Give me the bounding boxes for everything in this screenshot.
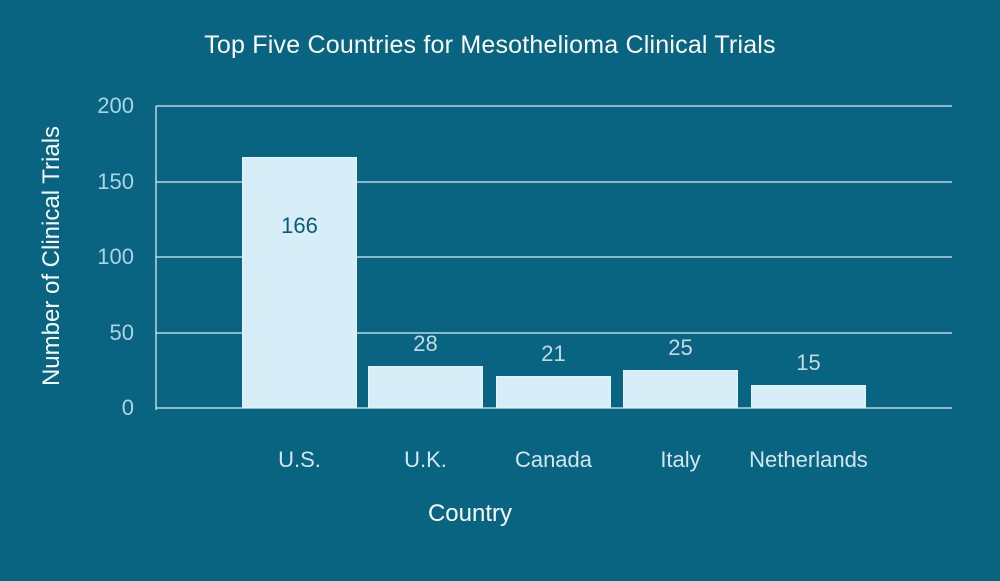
x-category-label-us: U.S. <box>278 447 321 472</box>
plot-area: 166 28 21 25 15 <box>156 105 952 409</box>
gridline-200 <box>156 105 952 107</box>
gridline-100 <box>156 256 952 258</box>
gridline-0 <box>156 407 952 409</box>
bar-value-label: 15 <box>796 350 821 376</box>
x-axis-title: Country <box>427 500 513 527</box>
bar-italy <box>623 370 738 408</box>
x-category-label-netherlands: Netherlands <box>749 447 868 472</box>
gridline-150 <box>156 180 952 183</box>
bar-us <box>242 157 357 408</box>
bar-value-label: 28 <box>413 330 438 356</box>
x-category-label-italy: Italy <box>660 447 701 472</box>
bar-value-label: 21 <box>541 341 566 367</box>
gridline-50 <box>156 331 952 334</box>
x-category-label-uk: U.K. <box>404 447 447 472</box>
y-tick-label: 50 <box>109 319 134 345</box>
bar-netherlands <box>751 385 866 408</box>
x-category-label-canada: Canada <box>514 447 593 472</box>
y-tick-label: 100 <box>97 244 134 269</box>
y-axis-line <box>155 106 157 410</box>
bar-value-label: 25 <box>668 335 693 361</box>
y-tick-label: 150 <box>97 168 134 194</box>
bar-uk <box>368 365 483 408</box>
y-tick-label: 0 <box>121 395 134 420</box>
y-tick-label: 200 <box>97 93 134 118</box>
bar-canada <box>496 376 611 408</box>
chart-title: Top Five Countries for Mesothelioma Clin… <box>204 31 776 59</box>
bar-value-label: 166 <box>281 213 318 239</box>
